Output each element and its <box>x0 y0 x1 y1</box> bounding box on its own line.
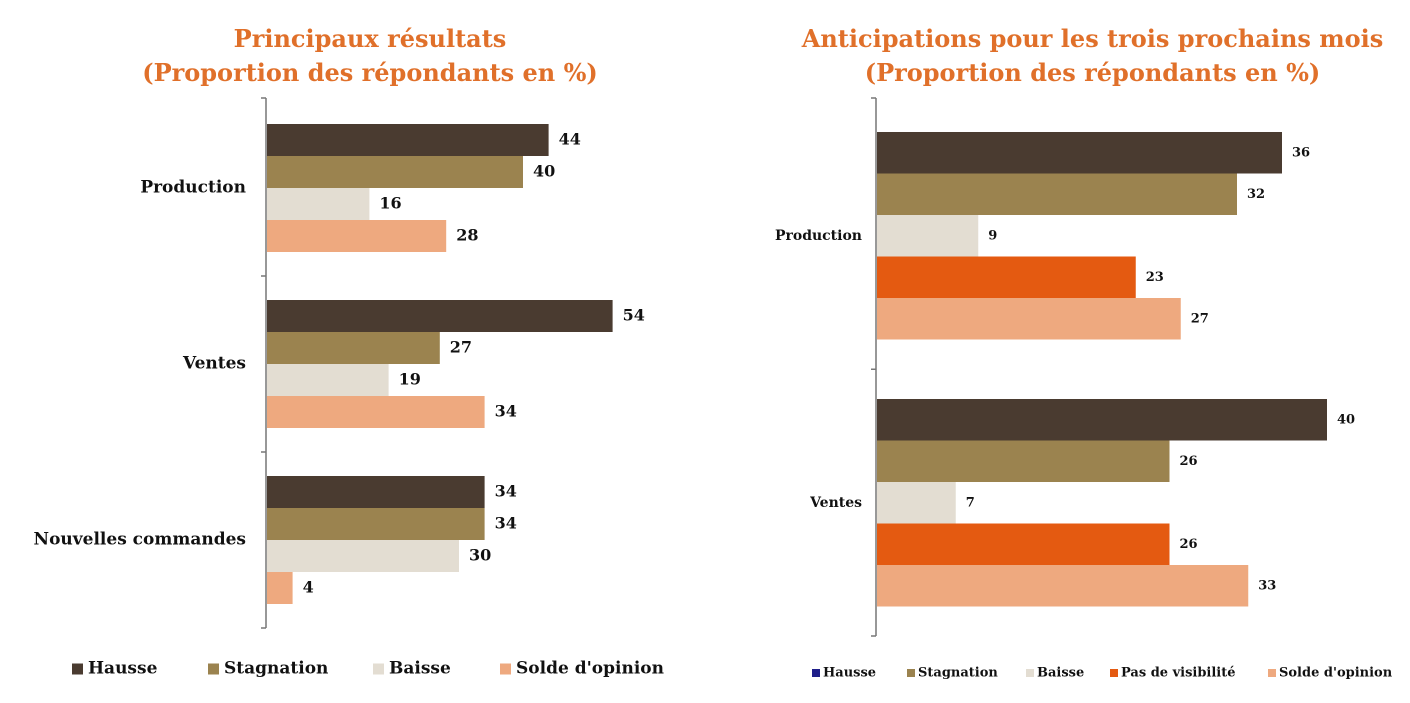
legend-swatch-left-3 <box>500 663 511 675</box>
chart-title-left: Principaux résultats (Proportion des rép… <box>20 22 720 90</box>
legend-label-left-3: Solde d'opinion <box>516 659 664 679</box>
bar-right-0-2 <box>877 215 979 257</box>
category-label-left-0: Production <box>140 178 246 198</box>
bar-right-0-1 <box>877 173 1237 215</box>
data-label-left-0-0: 44 <box>559 130 581 149</box>
bar-right-0-4 <box>877 298 1181 340</box>
chart-title-left-line1: Principaux résultats <box>233 24 507 53</box>
bar-left-0-2 <box>267 188 370 220</box>
data-label-right-1-3: 26 <box>1180 537 1198 552</box>
legend-label-right-0: Hausse <box>823 666 876 681</box>
legend-label-right-1: Stagnation <box>918 666 998 681</box>
legend-swatch-left-1 <box>208 663 219 675</box>
data-label-left-1-3: 34 <box>495 402 517 421</box>
bar-right-1-1 <box>877 440 1170 482</box>
data-label-left-1-0: 54 <box>623 306 645 325</box>
legend-label-left-2: Baisse <box>389 659 451 679</box>
bar-left-2-2 <box>267 540 459 572</box>
category-label-left-2: Nouvelles commandes <box>34 530 246 550</box>
legend-label-left-0: Hausse <box>88 659 158 679</box>
legend-swatch-right-1 <box>907 669 915 677</box>
chart-title-right-line1: Anticipations pour les trois prochains m… <box>801 24 1384 53</box>
legend-label-right-3: Pas de visibilité <box>1121 666 1236 681</box>
chart-title-right-line2: (Proportion des répondants en %) <box>864 58 1321 87</box>
data-label-right-0-1: 32 <box>1247 187 1265 202</box>
data-label-right-0-3: 23 <box>1146 270 1164 285</box>
bar-left-1-2 <box>267 364 389 396</box>
bar-left-0-0 <box>267 124 549 156</box>
legend-swatch-left-0 <box>72 663 83 675</box>
legend-label-left-1: Stagnation <box>224 659 328 679</box>
data-label-right-1-4: 33 <box>1258 578 1276 593</box>
data-label-right-0-0: 36 <box>1292 145 1310 160</box>
data-label-right-1-2: 7 <box>966 495 975 510</box>
category-label-right-1: Ventes <box>809 495 862 511</box>
data-label-left-2-2: 30 <box>469 546 491 565</box>
bar-right-1-4 <box>877 565 1249 607</box>
data-label-right-1-0: 40 <box>1337 412 1355 427</box>
data-label-right-1-1: 26 <box>1180 454 1198 469</box>
data-label-left-2-3: 4 <box>303 578 314 597</box>
bar-right-0-0 <box>877 132 1282 174</box>
data-label-left-0-3: 28 <box>456 226 478 245</box>
legend-swatch-right-4 <box>1268 669 1276 677</box>
bar-right-1-3 <box>877 523 1170 565</box>
legend-swatch-left-2 <box>373 663 384 675</box>
chart-title-left-line2: (Proportion des répondants en %) <box>142 58 598 87</box>
data-label-left-0-2: 16 <box>379 194 401 213</box>
bar-left-1-1 <box>267 332 440 364</box>
category-label-right-0: Production <box>775 228 862 244</box>
data-label-left-0-1: 40 <box>533 162 555 181</box>
bar-right-1-0 <box>877 399 1327 441</box>
data-label-left-1-1: 27 <box>450 338 472 357</box>
bar-left-1-3 <box>267 396 485 428</box>
bar-left-1-0 <box>267 300 613 332</box>
bar-right-0-3 <box>877 256 1136 298</box>
data-label-left-1-2: 19 <box>399 370 421 389</box>
legend-swatch-right-2 <box>1026 669 1034 677</box>
legend-swatch-right-3 <box>1110 669 1118 677</box>
chart-title-right: Anticipations pour les trois prochains m… <box>780 22 1405 90</box>
legend-label-right-4: Solde d'opinion <box>1279 666 1393 681</box>
data-label-left-2-0: 34 <box>495 482 517 501</box>
bar-left-2-3 <box>267 572 293 604</box>
data-label-right-0-4: 27 <box>1191 311 1209 326</box>
bar-left-2-1 <box>267 508 485 540</box>
data-label-left-2-1: 34 <box>495 514 517 533</box>
legend-swatch-right-0 <box>812 669 820 677</box>
data-label-right-0-2: 9 <box>988 228 997 243</box>
bar-left-2-0 <box>267 476 485 508</box>
bar-left-0-1 <box>267 156 523 188</box>
bar-right-1-2 <box>877 482 956 524</box>
legend-label-right-2: Baisse <box>1037 666 1084 681</box>
bar-left-0-3 <box>267 220 447 252</box>
category-label-left-1: Ventes <box>182 354 246 374</box>
